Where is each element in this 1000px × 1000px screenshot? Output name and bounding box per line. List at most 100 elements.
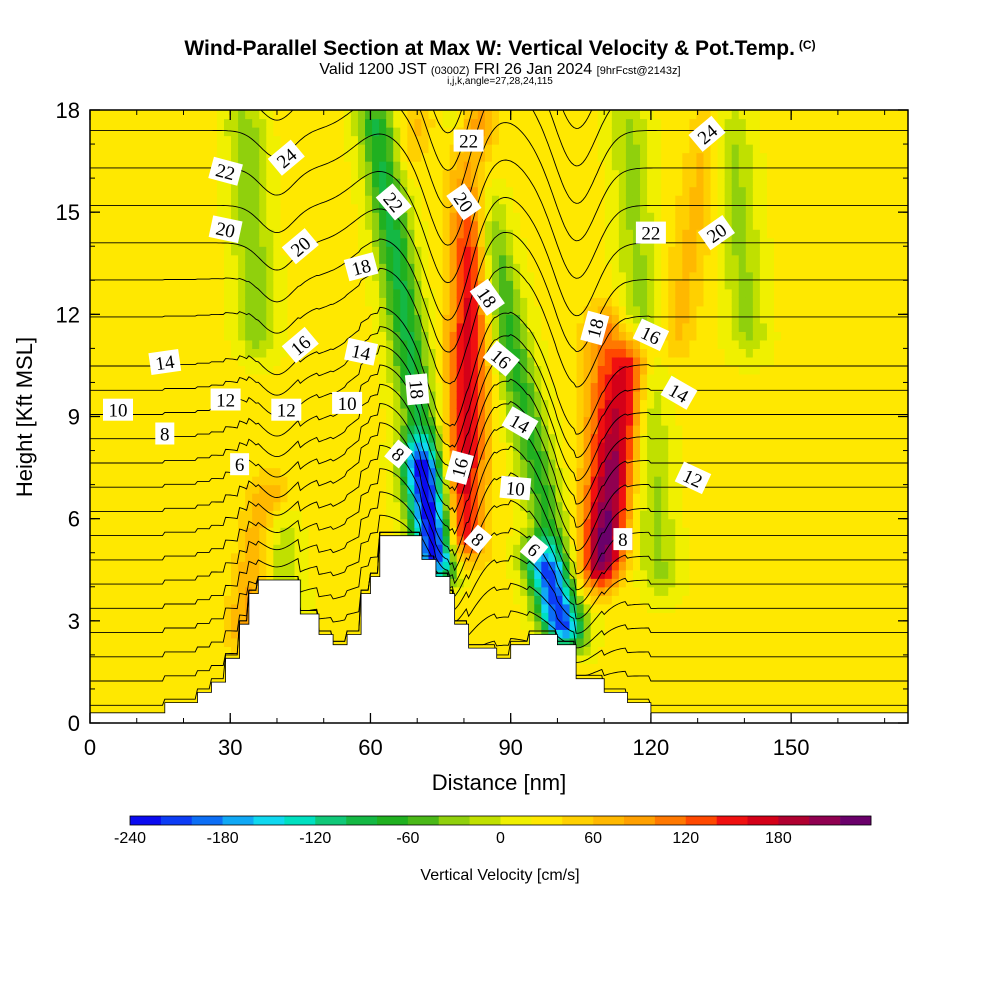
velocity-cell [153, 561, 162, 571]
velocity-cell [118, 663, 126, 673]
velocity-cell [223, 186, 232, 196]
velocity-cell [414, 407, 423, 418]
velocity-cell [223, 544, 232, 554]
velocity-cell [569, 356, 578, 367]
velocity-cell [343, 586, 352, 596]
velocity-cell [259, 305, 267, 315]
velocity-cell [322, 220, 331, 230]
velocity-cell [125, 144, 133, 154]
velocity-cell [499, 535, 507, 545]
velocity-cell [534, 322, 542, 332]
velocity-cell [534, 288, 542, 298]
velocity-cell [527, 467, 535, 477]
velocity-cell [534, 254, 542, 264]
velocity-cell [245, 365, 253, 375]
velocity-cell [463, 331, 472, 341]
velocity-cell [273, 467, 281, 477]
velocity-cell [301, 135, 310, 145]
velocity-cell [343, 186, 352, 196]
velocity-cell [139, 501, 148, 511]
velocity-cell [160, 663, 169, 673]
velocity-cell [393, 297, 401, 307]
velocity-cell [477, 501, 486, 511]
velocity-cell [202, 493, 211, 503]
velocity-cell [139, 152, 148, 162]
velocity-cell [386, 493, 394, 503]
velocity-cell [181, 297, 190, 307]
velocity-cell [90, 118, 98, 128]
velocity-cell [160, 510, 169, 520]
velocity-cell [562, 484, 571, 494]
velocity-cell [259, 169, 267, 179]
velocity-cell [216, 603, 225, 613]
velocity-cell [322, 212, 331, 222]
velocity-cell [336, 629, 345, 639]
velocity-cell [393, 254, 401, 264]
velocity-cell [407, 476, 415, 486]
velocity-cell [238, 263, 246, 273]
velocity-cell [350, 186, 359, 196]
velocity-cell [139, 297, 148, 307]
velocity-cell [146, 186, 155, 196]
velocity-cell [491, 246, 500, 256]
velocity-cell [209, 297, 218, 307]
velocity-cell [111, 339, 119, 349]
velocity-cell [104, 518, 112, 528]
velocity-cell [463, 178, 472, 188]
velocity-cell [562, 390, 571, 401]
velocity-cell [400, 314, 408, 324]
velocity-cell [195, 425, 204, 435]
velocity-cell [216, 569, 225, 579]
velocity-cell [393, 127, 401, 137]
velocity-cell [125, 629, 133, 639]
velocity-cell [329, 586, 338, 596]
velocity-cell [442, 459, 451, 469]
velocity-cell [280, 178, 289, 188]
velocity-cell [541, 561, 549, 571]
velocity-cell [414, 467, 423, 477]
velocity-cell [513, 271, 521, 281]
velocity-cell [90, 254, 98, 264]
velocity-cell [315, 442, 324, 452]
velocity-cell [393, 339, 401, 349]
velocity-cell [245, 407, 253, 418]
velocity-cell [527, 365, 535, 375]
velocity-cell [97, 467, 105, 477]
velocity-cell [343, 365, 352, 375]
velocity-cell [343, 135, 352, 145]
velocity-cell [287, 271, 296, 281]
velocity-cell [456, 535, 465, 545]
velocity-cell [223, 595, 232, 605]
velocity-cell [329, 535, 338, 545]
velocity-cell [132, 135, 140, 145]
velocity-cell [202, 195, 211, 205]
velocity-cell [329, 297, 338, 307]
velocity-cell [104, 595, 112, 605]
velocity-cell [280, 450, 289, 460]
velocity-cell [513, 518, 521, 528]
velocity-cell [365, 459, 373, 469]
velocity-cell [266, 527, 274, 537]
velocity-cell [350, 169, 359, 179]
velocity-cell [160, 305, 169, 315]
velocity-cell [181, 595, 190, 605]
velocity-cell [216, 263, 225, 273]
velocity-cell [463, 527, 472, 537]
velocity-cell [329, 254, 338, 264]
velocity-cell [484, 416, 493, 426]
velocity-cell [534, 271, 542, 281]
velocity-cell [484, 493, 493, 503]
velocity-cell [414, 305, 423, 315]
velocity-cell [534, 212, 542, 222]
velocity-cell [287, 127, 296, 137]
velocity-cell [146, 697, 155, 707]
velocity-cell [322, 339, 331, 349]
velocity-cell [139, 382, 148, 392]
velocity-cell [449, 425, 458, 435]
velocity-cell [421, 127, 430, 137]
velocity-cell [534, 620, 542, 630]
velocity-cell [139, 220, 148, 230]
velocity-cell [491, 220, 500, 230]
velocity-cell [202, 535, 211, 545]
velocity-cell [350, 152, 359, 162]
